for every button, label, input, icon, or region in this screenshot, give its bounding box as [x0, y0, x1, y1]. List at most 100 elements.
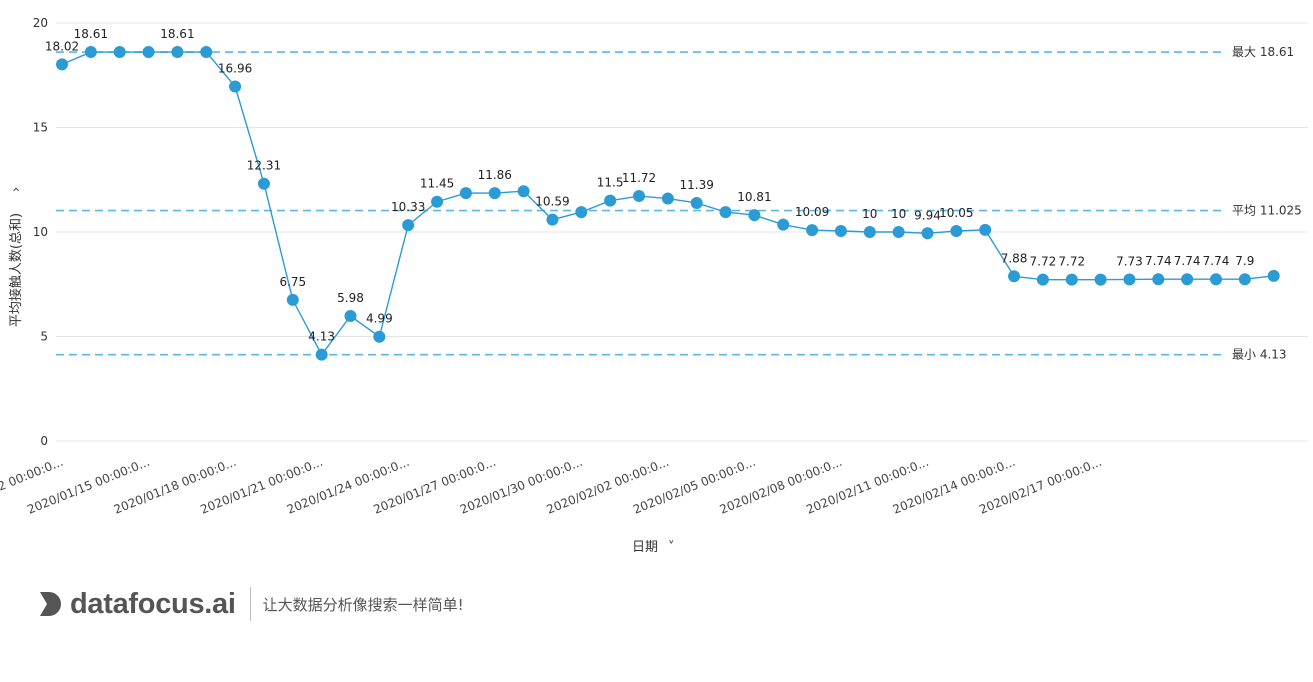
data-point [1181, 273, 1194, 286]
data-label: 4.99 [366, 312, 393, 326]
data-point [1123, 273, 1136, 286]
brand-divider [249, 587, 251, 621]
data-point [921, 227, 934, 240]
data-point [402, 219, 415, 232]
data-point [806, 224, 819, 237]
data-label: 7.9 [1235, 254, 1254, 268]
y-axis-title[interactable]: 平均接触人数(总和) › [8, 187, 24, 327]
data-label: 18.02 [45, 39, 79, 53]
y-tick-label: 10 [33, 225, 48, 239]
x-axis-ticks: 2020/01/12 00:00:0...2020/01/15 00:00:0.… [0, 455, 1104, 517]
data-point [979, 223, 992, 236]
data-label: 5.98 [337, 291, 364, 305]
data-label: 7.74 [1174, 254, 1201, 268]
data-point [257, 177, 270, 190]
data-point [56, 58, 68, 71]
reference-lines: 最大 18.61 平均 11.025 最小 4.13 [56, 45, 1302, 362]
data-label: 16.96 [218, 62, 252, 76]
data-point [633, 190, 645, 203]
data-point [604, 194, 617, 207]
data-point [488, 187, 501, 200]
data-label: 7.72 [1030, 255, 1057, 269]
y-axis-label: 平均接触人数(总和) [8, 213, 24, 327]
chevron-down-icon: ˅ [668, 540, 675, 555]
brand-logo-text: datafocus.ai [70, 587, 236, 620]
data-point [1238, 273, 1251, 286]
data-point [1036, 273, 1049, 286]
brand-logo: datafocus.ai [36, 588, 236, 621]
data-label: 18.61 [160, 27, 194, 41]
data-point [459, 187, 472, 200]
data-label: 10.81 [737, 190, 771, 204]
data-point [517, 185, 530, 198]
data-point [1267, 269, 1280, 282]
reference-line-label: 最大 18.61 [1232, 45, 1294, 59]
data-point [344, 310, 357, 323]
grid-lines [56, 22, 1308, 442]
y-tick-label: 5 [40, 330, 48, 344]
data-label: 18.61 [74, 27, 108, 41]
data-point [1094, 273, 1107, 286]
brand-footer: datafocus.ai 让大数据分析像搜索一样简单! [36, 584, 464, 624]
data-label: 10 [891, 207, 906, 221]
data-label: 10.05 [939, 206, 973, 220]
data-label: 4.13 [308, 330, 335, 344]
x-axis-label: 日期 [632, 540, 658, 555]
data-label: 7.88 [1001, 251, 1028, 265]
data-point [1210, 273, 1222, 286]
data-label: 7.72 [1058, 255, 1085, 269]
data-label: 11.5 [597, 176, 624, 190]
data-label: 7.74 [1145, 254, 1172, 268]
data-label: 11.39 [680, 178, 714, 192]
data-point [546, 213, 559, 226]
data-point [113, 46, 126, 59]
data-label: 6.75 [279, 275, 306, 289]
data-label: 11.45 [420, 177, 454, 191]
x-axis-title[interactable]: 日期 ˅ [632, 540, 675, 555]
data-point [1065, 273, 1078, 286]
data-point [373, 330, 386, 343]
datafocus-logo-icon [40, 592, 61, 616]
brand-slogan: 让大数据分析像搜索一样简单! [262, 595, 464, 614]
data-label: 12.31 [247, 159, 281, 173]
data-label: 10.33 [391, 200, 425, 214]
data-label: 7.74 [1203, 254, 1230, 268]
data-point [661, 192, 674, 205]
data-point [229, 80, 242, 93]
data-label: 9.94 [914, 208, 941, 222]
data-point [719, 206, 732, 219]
data-label: 11.72 [622, 171, 656, 185]
reference-line-label: 平均 11.025 [1232, 204, 1302, 218]
data-label: 10.59 [535, 195, 569, 209]
y-tick-label: 20 [33, 16, 48, 30]
data-point [834, 224, 847, 237]
reference-line-label: 最小 4.13 [1232, 348, 1287, 362]
data-point [142, 46, 155, 59]
chevron-right-icon: › [9, 187, 24, 192]
data-label: 10 [862, 207, 877, 221]
data-point [777, 218, 790, 231]
data-point [748, 209, 761, 222]
data-point [575, 206, 588, 219]
data-point [1152, 273, 1165, 286]
y-tick-label: 0 [40, 434, 48, 448]
data-point [286, 293, 299, 306]
data-label: 10.09 [795, 205, 829, 219]
y-axis-ticks: 0 5 10 15 20 [33, 16, 48, 448]
y-tick-label: 15 [33, 121, 48, 135]
data-point [863, 226, 876, 238]
data-point [84, 46, 97, 59]
data-point [892, 226, 905, 238]
data-point [1008, 270, 1021, 283]
data-point [171, 46, 184, 59]
data-point [315, 348, 328, 361]
data-points [56, 46, 1280, 361]
data-point [690, 196, 703, 209]
data-point [950, 224, 963, 237]
data-label: 11.86 [478, 168, 512, 182]
data-point [200, 46, 213, 59]
data-label: 7.73 [1116, 254, 1143, 268]
data-point [431, 195, 444, 208]
